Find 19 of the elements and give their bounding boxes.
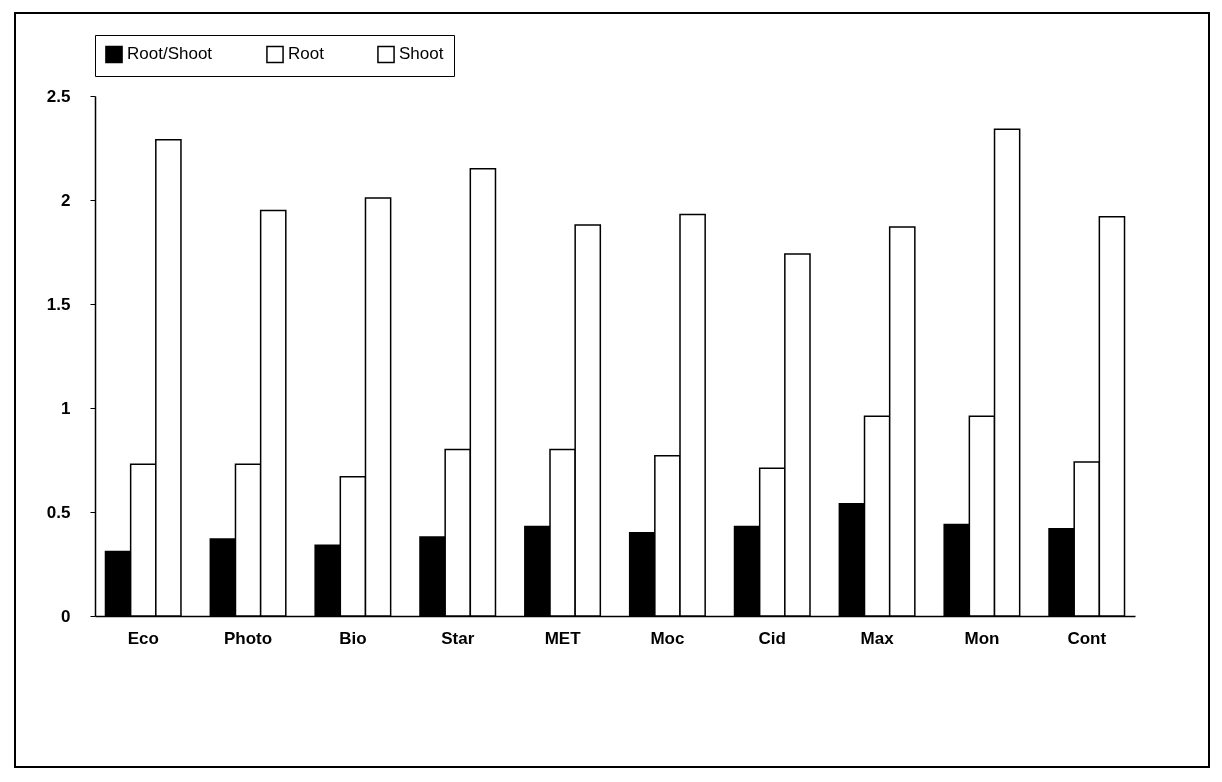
x-tick-label: Mon (964, 628, 1000, 648)
y-tick-label: 1.5 (46, 294, 71, 314)
x-tick-label: Eco (127, 628, 159, 648)
y-tick-label: 1 (61, 398, 71, 418)
y-tick-label: 0 (61, 606, 71, 626)
x-tick-label: Bio (339, 628, 367, 648)
x-tick-label: Photo (223, 628, 273, 648)
x-tick-label: Max (860, 628, 895, 648)
x-tick-label: MET (544, 628, 582, 648)
x-tick-label: Cid (758, 628, 786, 648)
y-tick-label: 2.5 (46, 86, 71, 106)
x-tick-label: Star (441, 628, 475, 648)
x-tick-label: Cont (1067, 628, 1107, 648)
legend-label: Root/Shoot (127, 44, 213, 64)
legend-label: Shoot (399, 44, 444, 64)
y-tick-label: 0.5 (46, 502, 71, 522)
y-tick-label: 2 (61, 190, 71, 210)
x-tick-label: Moc (650, 628, 685, 648)
legend-label: Root (288, 44, 325, 64)
